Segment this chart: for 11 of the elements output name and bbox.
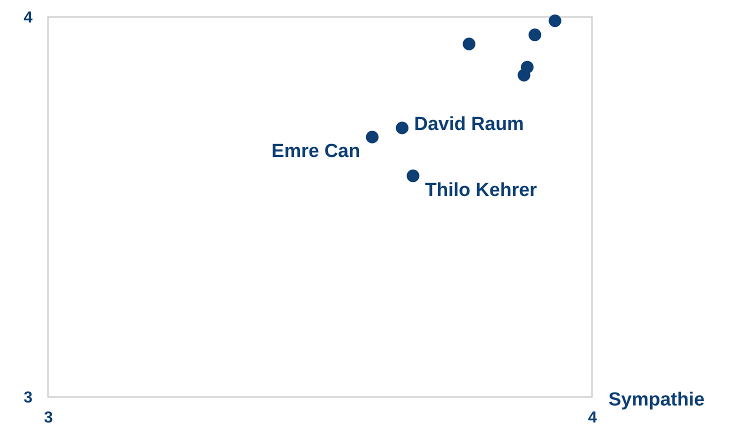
annotation: Thilo Kehrer xyxy=(425,180,538,201)
point xyxy=(406,170,420,182)
point xyxy=(396,122,408,134)
point xyxy=(548,14,562,28)
x-axis-title: Sympathie xyxy=(608,390,705,410)
annotation: Emre Can xyxy=(272,141,360,162)
point xyxy=(462,38,476,50)
point xyxy=(366,130,379,144)
point xyxy=(518,68,530,82)
annotation: David Raum xyxy=(414,114,524,135)
point xyxy=(528,28,542,42)
